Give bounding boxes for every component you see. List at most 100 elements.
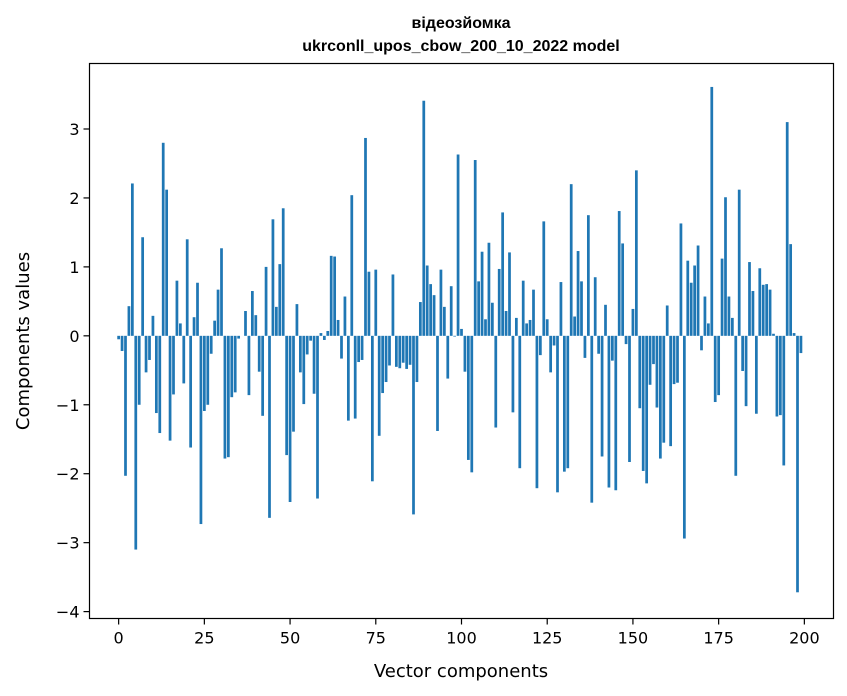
- bar: [521, 280, 525, 336]
- bar: [730, 317, 734, 336]
- x-tick-label: 100: [446, 629, 477, 648]
- bar: [580, 281, 583, 336]
- chart-title-line-1: відеозйомка: [412, 15, 511, 32]
- bar: [665, 305, 669, 336]
- bar: [370, 335, 374, 482]
- bar: [785, 122, 789, 336]
- bar: [679, 223, 683, 336]
- x-tick-label: 50: [280, 629, 300, 648]
- bar: [384, 335, 388, 383]
- bar: [322, 335, 326, 340]
- bar: [682, 335, 686, 539]
- bar: [182, 335, 186, 384]
- bar: [319, 333, 323, 336]
- bar: [418, 302, 422, 336]
- bar: [552, 335, 556, 346]
- bar: [724, 197, 727, 336]
- bar: [631, 308, 635, 336]
- bar: [312, 335, 316, 394]
- bar: [590, 335, 594, 503]
- bar: [514, 317, 518, 336]
- bar: [168, 335, 172, 441]
- bar: [237, 335, 241, 339]
- bar: [617, 211, 621, 336]
- bar: [703, 296, 707, 336]
- bar: [772, 333, 775, 336]
- bar: [734, 335, 738, 476]
- bar: [161, 142, 165, 336]
- bar: [220, 248, 223, 336]
- bar: [367, 271, 371, 336]
- bar: [628, 335, 631, 462]
- y-tick-label: −2: [56, 465, 80, 484]
- bar: [658, 335, 662, 459]
- bar: [717, 335, 721, 396]
- bar: [244, 311, 247, 336]
- bar: [689, 282, 693, 336]
- plot-frame: [88, 62, 835, 620]
- bar: [196, 282, 199, 336]
- bar: [648, 335, 652, 385]
- bar: [357, 335, 361, 363]
- bar: [148, 335, 151, 360]
- bar: [305, 335, 309, 355]
- bar: [388, 335, 391, 366]
- bar: [600, 335, 604, 457]
- bar: [446, 335, 450, 379]
- bar: [364, 137, 367, 336]
- bar: [233, 335, 237, 393]
- bar: [528, 319, 532, 336]
- bar: [377, 335, 381, 436]
- bar: [432, 295, 436, 336]
- bar: [556, 335, 559, 493]
- bar: [453, 335, 457, 337]
- bar: [744, 335, 748, 407]
- y-tick-label: 0: [69, 327, 79, 346]
- bar: [165, 189, 169, 336]
- bar: [775, 335, 779, 417]
- x-tick-label: 0: [114, 629, 124, 648]
- bar: [158, 335, 162, 434]
- x-axis-ticks: 0 25 50 75 100 125 150 175 200: [114, 618, 820, 648]
- bar: [326, 331, 330, 336]
- bar: [614, 335, 618, 491]
- bar: [415, 335, 419, 383]
- bar: [778, 335, 782, 416]
- bar: [542, 221, 546, 336]
- bar: [525, 323, 529, 336]
- bar: [333, 256, 337, 336]
- bar: [178, 323, 182, 336]
- bar: [412, 335, 415, 515]
- y-tick-label: 3: [69, 120, 79, 139]
- bar: [257, 335, 261, 372]
- bar: [638, 335, 642, 409]
- bar: [696, 245, 700, 336]
- bar: [117, 335, 121, 340]
- bar: [796, 335, 799, 593]
- bar: [655, 335, 659, 408]
- bar: [271, 219, 275, 336]
- bar: [470, 335, 474, 473]
- bar: [281, 208, 285, 336]
- bar: [508, 252, 511, 336]
- y-axis-label: Components values: [13, 252, 34, 430]
- bar: [189, 335, 193, 448]
- bar: [254, 315, 258, 336]
- bar: [137, 335, 141, 405]
- bar: [213, 320, 217, 336]
- bar: [799, 335, 803, 354]
- bar: [727, 296, 731, 336]
- bar: [425, 265, 429, 336]
- bar: [274, 306, 278, 336]
- bar: [573, 316, 577, 336]
- bar: [754, 335, 758, 414]
- bar: [405, 335, 409, 369]
- bar: [672, 335, 676, 385]
- bar: [504, 311, 508, 336]
- bar: [621, 243, 625, 336]
- bar: [652, 335, 655, 365]
- bar: [466, 335, 470, 460]
- bar: [353, 335, 357, 419]
- x-tick-label: 75: [366, 629, 386, 648]
